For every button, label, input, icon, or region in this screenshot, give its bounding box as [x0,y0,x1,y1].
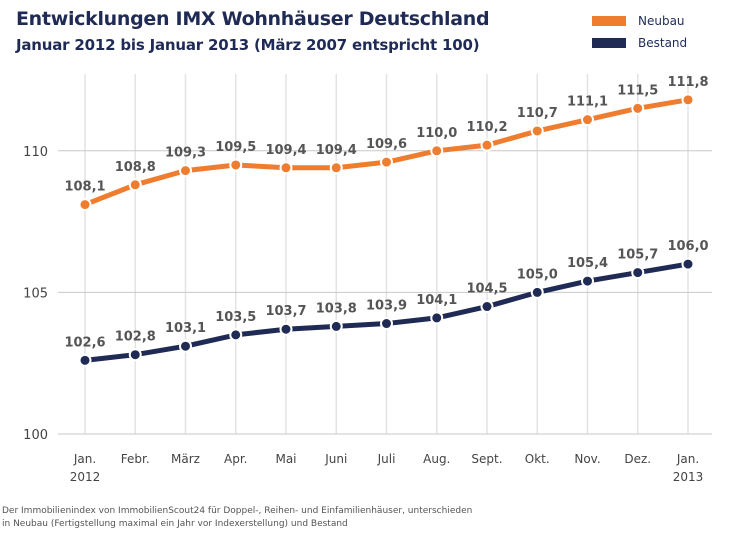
data-label-bestand: 106,0 [667,239,708,254]
legend-label-neubau: Neubau [638,14,685,28]
y-tick-label: 100 [23,428,48,443]
data-point-bestand [78,353,92,367]
data-point-neubau [631,101,645,115]
legend-swatch-neubau [592,16,626,26]
data-point-bestand [530,285,544,299]
data-label-bestand: 105,7 [617,248,658,263]
footnote: Der Immobilienindex von ImmobilienScout2… [2,505,472,531]
data-label-bestand: 103,9 [366,299,407,314]
data-label-neubau: 110,2 [466,120,507,135]
data-point-neubau [530,124,544,138]
data-label-bestand: 103,5 [215,310,256,325]
data-label-bestand: 103,8 [316,301,357,316]
data-label-neubau: 109,6 [366,137,407,152]
x-tick-label: Juli [377,452,396,466]
x-tick-label: Mai [275,452,296,466]
x-tick-label: Juni [324,452,347,466]
footnote-line-2: in Neubau (Fertigstellung maximal ein Ja… [2,519,348,529]
data-label-bestand: 105,0 [517,267,558,282]
chart-subtitle: Januar 2012 bis Januar 2013 (März 2007 e… [16,36,480,54]
x-tick-label: Jan. [676,452,699,466]
legend: Neubau Bestand [592,10,687,54]
data-label-bestand: 102,8 [115,330,156,345]
data-point-bestand [279,322,293,336]
data-label-neubau: 109,4 [316,143,357,158]
data-label-neubau: 109,3 [165,146,206,161]
x-tick-label: Okt. [525,452,550,466]
data-label-bestand: 104,1 [416,293,457,308]
data-point-bestand [179,339,192,353]
data-label-neubau: 111,5 [617,83,658,98]
data-label-neubau: 108,8 [115,160,156,175]
footnote-line-1: Der Immobilienindex von ImmobilienScout2… [2,506,473,516]
legend-label-bestand: Bestand [638,36,688,50]
x-tick-label: März [171,452,200,466]
data-point-bestand [581,274,594,288]
data-label-neubau: 110,7 [517,106,558,121]
data-point-neubau [480,138,494,152]
data-label-bestand: 104,5 [466,282,507,297]
x-tick-label: Apr. [224,452,247,466]
data-label-neubau: 111,8 [667,75,708,90]
data-point-neubau [279,161,293,175]
data-point-bestand [430,311,444,325]
legend-item-neubau: Neubau [592,10,687,32]
x-tick-label: Jan. [73,452,96,466]
data-point-neubau [329,161,343,175]
data-label-bestand: 103,7 [265,304,306,319]
data-label-bestand: 102,6 [64,335,105,350]
data-point-neubau [681,93,695,107]
data-label-neubau: 110,0 [416,126,457,141]
data-point-bestand [681,257,695,271]
x-tick-label: Dez. [624,452,651,466]
data-point-bestand [329,319,343,333]
data-label-neubau: 108,1 [64,180,105,195]
x-tick-label: 2013 [673,470,704,484]
x-tick-label: Aug. [423,452,450,466]
data-point-neubau [581,113,594,127]
data-point-neubau [128,178,142,192]
data-label-neubau: 109,5 [215,140,256,155]
x-tick-label: 2012 [70,470,101,484]
legend-item-bestand: Bestand [592,32,687,54]
data-point-neubau [380,155,393,169]
data-point-neubau [430,144,444,158]
data-point-neubau [78,198,92,212]
legend-swatch-bestand [592,38,626,48]
data-point-neubau [229,158,243,172]
data-label-bestand: 105,4 [567,256,608,271]
x-tick-label: Sept. [471,452,502,466]
data-point-bestand [380,317,393,331]
x-tick-label: Nov. [574,452,600,466]
data-label-neubau: 109,4 [265,143,306,158]
chart-title: Entwicklungen IMX Wohnhäuser Deutschland [16,8,490,30]
y-tick-label: 105 [23,286,48,301]
y-tick-label: 110 [23,145,48,160]
data-label-neubau: 111,1 [567,95,608,110]
data-point-bestand [128,348,142,362]
x-tick-label: Febr. [121,452,150,466]
data-point-bestand [631,266,645,280]
data-label-bestand: 103,1 [165,321,206,336]
data-point-bestand [229,328,243,342]
data-point-neubau [179,164,192,178]
data-point-bestand [480,300,494,314]
